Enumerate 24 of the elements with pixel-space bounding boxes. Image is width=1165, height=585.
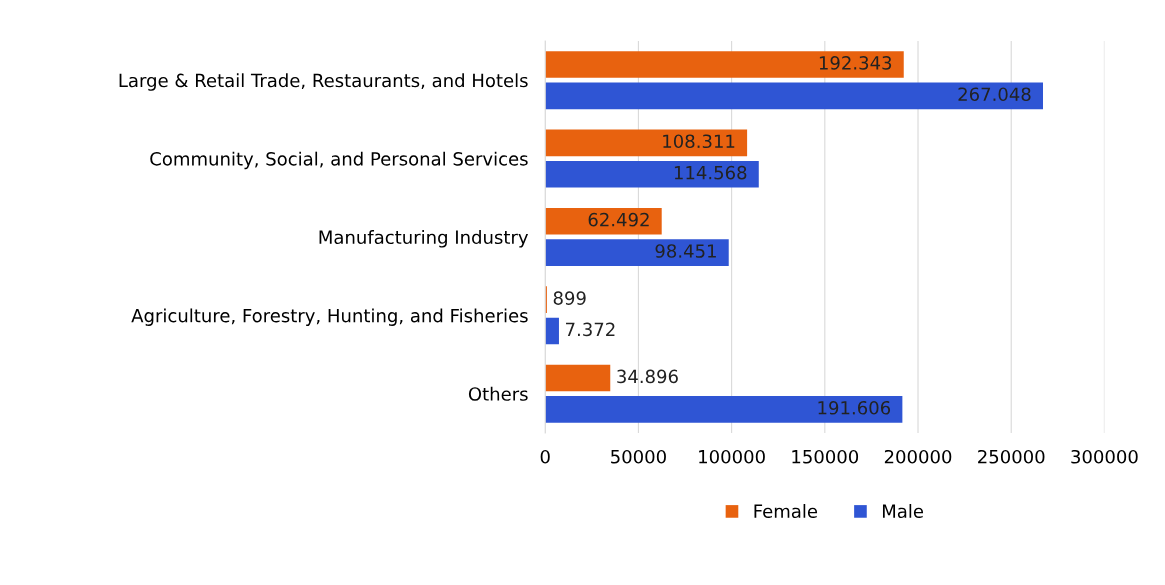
x-tick-label: 50000 xyxy=(611,449,666,464)
data-label: 267.048 xyxy=(958,87,1031,102)
data-label: 114.568 xyxy=(674,165,747,180)
legend-label: Male xyxy=(882,504,924,518)
x-tick-label: 150000 xyxy=(792,449,859,464)
x-tick-label: 250000 xyxy=(978,449,1045,464)
y-tick-label: Large & Retail Trade, Restaurants, and Hotels xyxy=(119,73,528,91)
data-label: 192.343 xyxy=(819,56,892,70)
data-label: 98.451 xyxy=(655,244,716,258)
data-label: 62.492 xyxy=(588,212,649,227)
data-label: 191.606 xyxy=(818,400,891,415)
x-tick-label: 200000 xyxy=(884,449,952,464)
y-tick-label: Others xyxy=(468,386,528,401)
y-tick-label: Manufacturing Industry xyxy=(319,230,529,248)
data-label: 34.896 xyxy=(617,369,678,384)
x-tick-label: 300000 xyxy=(1071,449,1138,464)
x-tick-label: 100000 xyxy=(699,449,765,464)
y-tick-label: Agriculture, Forestry, Hunting, and Fisheries xyxy=(131,308,528,326)
legend-label: Female xyxy=(754,504,818,518)
data-label: 7.372 xyxy=(566,322,615,337)
x-tick-label: 0 xyxy=(540,449,550,464)
y-tick-label: Community, Social, and Personal Services xyxy=(150,151,528,170)
data-label: 899 xyxy=(553,291,586,305)
data-label: 108.311 xyxy=(663,134,735,149)
